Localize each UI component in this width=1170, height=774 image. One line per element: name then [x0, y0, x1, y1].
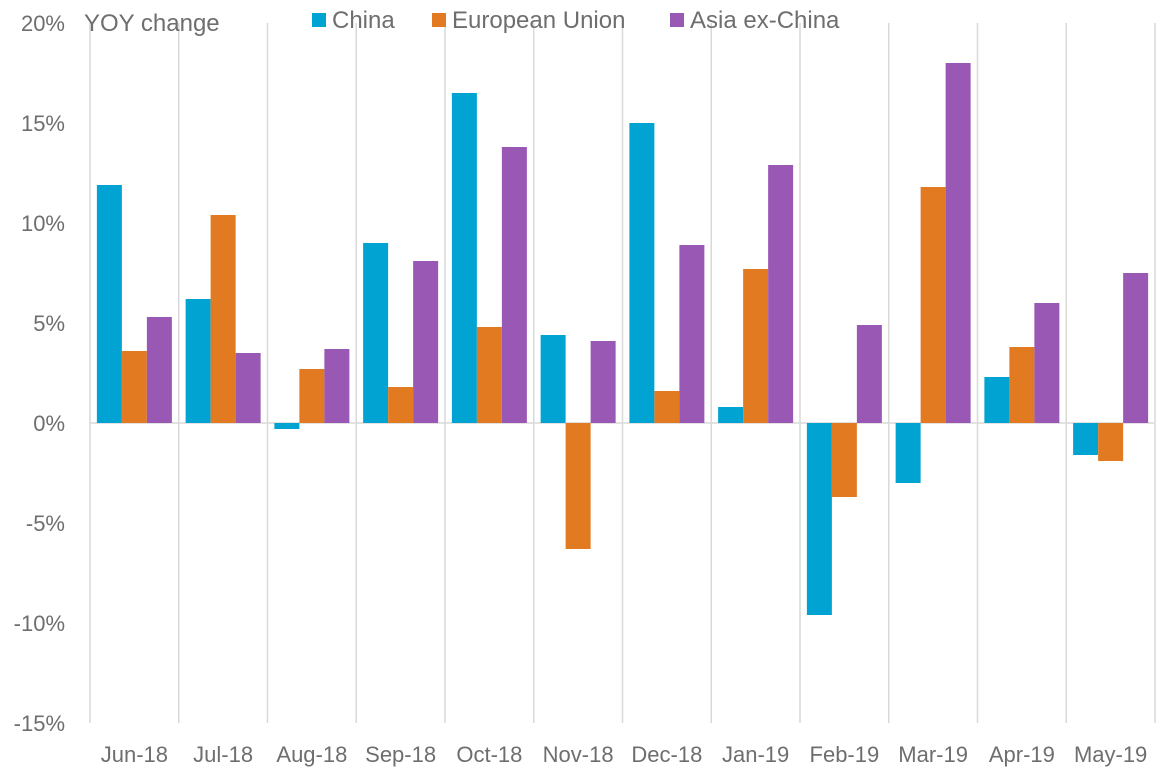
x-tick-label: Mar-19: [898, 742, 968, 767]
x-tick-label: May-19: [1074, 742, 1147, 767]
bar-china: [629, 123, 655, 423]
bar-china: [540, 335, 566, 423]
bar-european-union: [1009, 347, 1035, 423]
bar-european-union: [210, 215, 236, 423]
y-tick-label: -15%: [14, 711, 65, 736]
x-tick-label: Nov-18: [543, 742, 614, 767]
bar-asia-ex-china: [590, 341, 616, 423]
bar-china: [1073, 423, 1099, 455]
y-tick-label: 15%: [21, 111, 65, 136]
bar-european-union: [121, 351, 147, 423]
legend-label-european-union: European Union: [452, 7, 625, 34]
bar-asia-ex-china: [324, 349, 350, 423]
y-tick-label: -10%: [14, 611, 65, 636]
bar-european-union: [1098, 423, 1124, 461]
category-separators: [89, 23, 1156, 723]
bar-european-union: [654, 391, 680, 423]
bar-european-union: [476, 327, 502, 423]
bar-asia-ex-china: [945, 63, 971, 423]
y-tick-label: 0%: [33, 411, 65, 436]
bar-european-union: [831, 423, 857, 497]
bar-china: [363, 243, 389, 423]
bar-asia-ex-china: [146, 317, 172, 423]
x-tick-label: Jul-18: [193, 742, 253, 767]
bar-china: [185, 299, 211, 423]
legend-label-china: China: [332, 7, 395, 34]
legend-swatch-asia-ex-china: [670, 13, 684, 27]
y-tick-label: 5%: [33, 311, 65, 336]
bar-asia-ex-china: [856, 325, 882, 423]
x-axis-ticks: Jun-18 Jul-18 Aug-18 Sep-18 Oct-18 Nov-18 Dec-…: [101, 742, 1148, 767]
bar-china: [984, 377, 1010, 423]
bar-european-union: [299, 369, 325, 423]
x-tick-label: Dec-18: [631, 742, 702, 767]
legend-swatch-china: [312, 13, 326, 27]
y-tick-label: 20%: [21, 11, 65, 36]
x-tick-label: Apr-19: [989, 742, 1055, 767]
bar-asia-ex-china: [1034, 303, 1060, 423]
bars: [96, 63, 1149, 615]
bar-china: [895, 423, 921, 483]
bar-china: [806, 423, 832, 615]
bar-european-union: [565, 423, 591, 549]
x-tick-label: Jun-18: [101, 742, 168, 767]
x-tick-label: Aug-18: [276, 742, 347, 767]
x-tick-label: Jan-19: [722, 742, 789, 767]
bar-european-union: [743, 269, 769, 423]
bar-european-union: [388, 387, 414, 423]
x-tick-label: Sep-18: [365, 742, 436, 767]
x-tick-label: Feb-19: [810, 742, 880, 767]
bar-asia-ex-china: [235, 353, 261, 423]
bar-asia-ex-china: [1123, 273, 1149, 423]
y-tick-label: -5%: [26, 511, 65, 536]
y-axis-label: YOY change: [84, 10, 220, 37]
legend-label-asia-ex-china: Asia ex-China: [690, 7, 840, 34]
bar-china: [274, 423, 300, 429]
y-tick-label: 10%: [21, 211, 65, 236]
bar-asia-ex-china: [501, 147, 527, 423]
bar-china: [718, 407, 744, 423]
bar-china: [96, 185, 122, 423]
legend-swatch-european-union: [432, 13, 446, 27]
legend: China European Union Asia ex-China: [312, 7, 840, 34]
bar-china: [451, 93, 477, 423]
bar-asia-ex-china: [768, 165, 794, 423]
bar-asia-ex-china: [679, 245, 705, 423]
bar-asia-ex-china: [413, 261, 439, 423]
x-tick-label: Oct-18: [456, 742, 522, 767]
y-axis-ticks: 20% 15% 10% 5% 0% -5% -10% -15%: [14, 11, 65, 736]
bar-european-union: [920, 187, 946, 423]
